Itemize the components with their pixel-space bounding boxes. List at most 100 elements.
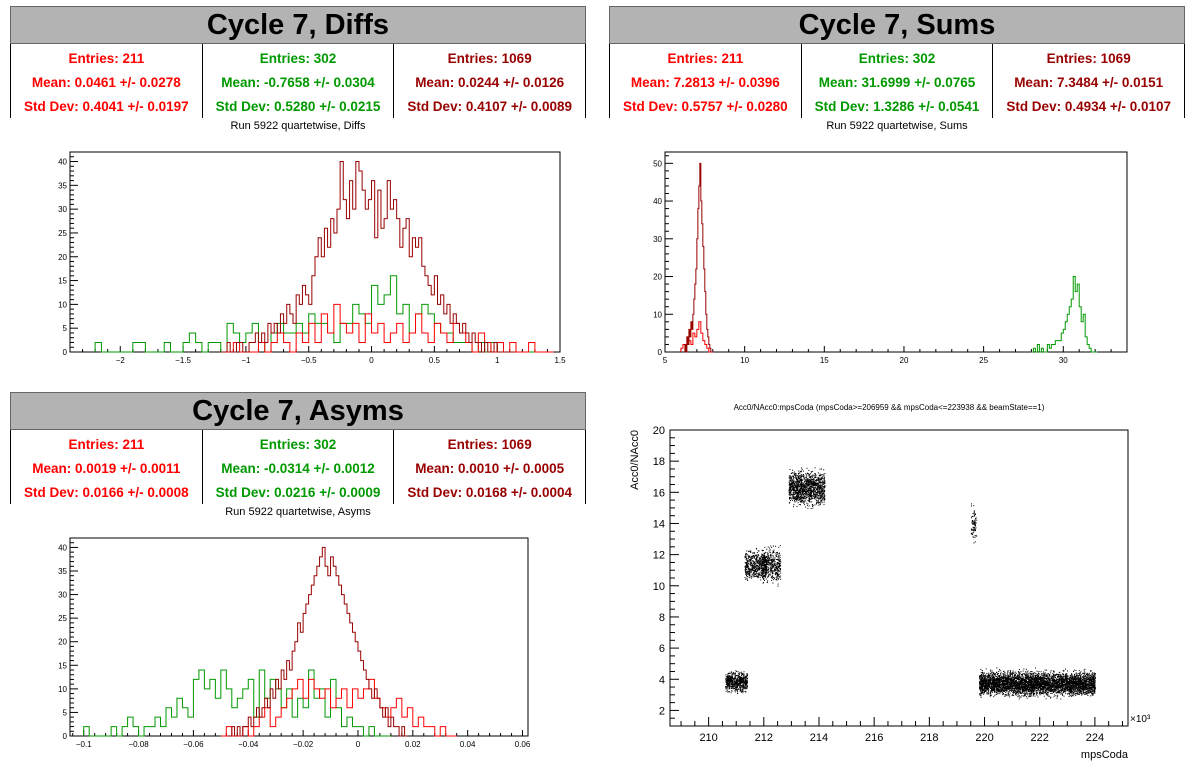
scatter-point	[742, 690, 744, 692]
scatter-point	[745, 573, 747, 575]
scatter-point	[731, 690, 733, 692]
scatter-point	[800, 476, 802, 478]
scatter-point	[810, 480, 812, 482]
scatter-point	[800, 482, 801, 484]
scatter-point	[981, 690, 983, 691]
scatter-point	[739, 687, 741, 689]
scatter-point	[733, 672, 735, 673]
scatter-point	[812, 483, 814, 485]
scatter-point	[778, 570, 780, 571]
scatter-point	[1045, 694, 1047, 696]
scatter-point	[735, 678, 737, 680]
scatter-point	[1055, 685, 1057, 687]
scatter-point	[1026, 691, 1028, 693]
scatter-point	[823, 483, 825, 485]
scatter-point	[766, 571, 768, 573]
scatter-point	[735, 685, 737, 687]
scatter-point	[740, 687, 742, 689]
scatter-point	[727, 686, 729, 688]
y-tick-label: 10	[653, 581, 665, 593]
scatter-point	[792, 500, 794, 501]
scatter-point	[1062, 684, 1064, 685]
scatter-point	[761, 574, 763, 576]
scatter-point	[740, 686, 742, 688]
scatter-point	[741, 691, 743, 692]
scatter-point	[823, 487, 825, 489]
scatter-point	[778, 565, 780, 567]
scatter-point	[755, 559, 757, 561]
scatter-point	[770, 564, 772, 566]
scatter-point	[810, 491, 812, 493]
scatter-point	[823, 481, 824, 483]
scatter-point	[734, 674, 736, 676]
scatter-point	[1085, 678, 1087, 680]
scatter-point	[972, 522, 974, 524]
scatter-point	[770, 553, 772, 555]
scatter-point	[749, 574, 751, 576]
scatter-point	[750, 565, 752, 567]
scatter-point	[819, 479, 821, 481]
scatter-point	[741, 677, 743, 679]
scatter-point	[812, 475, 814, 477]
scatter-point	[759, 561, 760, 563]
scatter-point	[754, 569, 756, 571]
scatter-point	[759, 574, 761, 575]
stats-green: Entries: 302 Mean: -0.0314 +/- 0.0012 St…	[203, 430, 395, 504]
scatter-point	[779, 560, 781, 562]
scatter-point	[731, 680, 733, 682]
scatter-point	[1003, 675, 1005, 677]
scatter-point	[1086, 673, 1088, 675]
scatter-point	[748, 555, 749, 557]
scatter-point	[990, 691, 992, 693]
scatter-point	[802, 479, 804, 481]
scatter-point	[793, 471, 795, 473]
scatter-point	[772, 570, 774, 572]
scatter-point	[765, 552, 767, 554]
scatter-point	[765, 557, 766, 559]
scatter-point	[991, 692, 993, 694]
scatter-point	[761, 573, 763, 575]
scatter-point	[801, 491, 803, 493]
scatter-point	[789, 480, 791, 482]
scatter-point	[803, 502, 805, 504]
scatter-point	[973, 521, 975, 523]
scatter-point	[798, 489, 800, 491]
scatter-point	[1084, 678, 1086, 679]
scatter-point	[729, 675, 730, 677]
scatter-point	[817, 494, 819, 496]
scatter-point	[1004, 685, 1006, 687]
scatter-point	[821, 499, 823, 501]
scatter-point	[780, 559, 781, 561]
scatter-point	[1046, 689, 1048, 691]
scatter-point	[728, 681, 730, 683]
x-tick-label: −2	[116, 356, 126, 365]
scatter-point	[726, 681, 728, 683]
scatter-point	[803, 477, 805, 479]
scatter-point	[726, 686, 728, 688]
x-tick-label: 1.5	[554, 356, 566, 365]
scatter-point	[728, 686, 730, 688]
scatter-point	[1021, 681, 1023, 682]
scatter-point	[806, 490, 807, 492]
scatter-point	[1020, 696, 1022, 698]
scatter-point	[733, 679, 735, 681]
scatter-point	[811, 495, 813, 497]
scatter-point	[750, 568, 752, 570]
scatter-point	[803, 498, 805, 500]
scatter-point	[975, 514, 976, 516]
scatter-point	[823, 480, 825, 482]
scatter-point	[975, 522, 977, 524]
scatter-point	[824, 485, 826, 487]
scatter-point	[820, 492, 821, 494]
scatter-point	[811, 485, 813, 487]
scatter-point	[799, 499, 801, 500]
x-tick-label: 5	[663, 356, 668, 365]
scatter-point	[1020, 684, 1022, 685]
scatter-point	[763, 557, 765, 559]
scatter-point	[974, 525, 976, 526]
scatter-point	[746, 558, 747, 560]
scatter-point	[791, 479, 793, 481]
scatter-point	[751, 576, 753, 578]
scatter-point	[796, 506, 798, 507]
scatter-point	[820, 499, 822, 501]
